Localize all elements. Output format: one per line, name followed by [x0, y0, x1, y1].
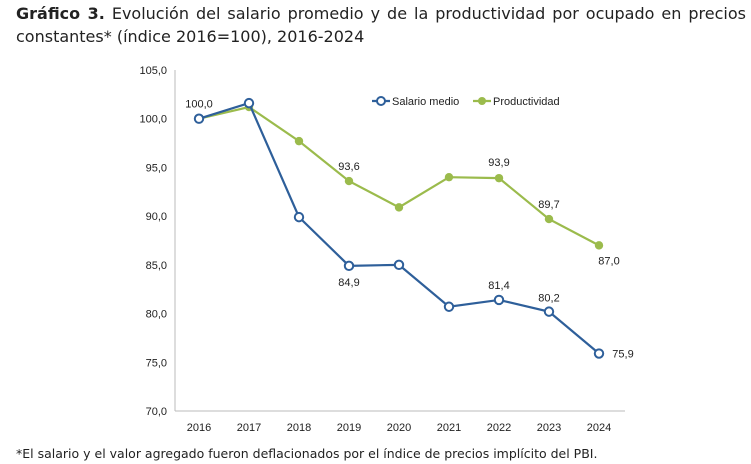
data-point — [444, 172, 454, 182]
data-point — [193, 113, 205, 124]
data-point — [293, 211, 305, 223]
x-tick-label: 2022 — [487, 422, 511, 434]
y-tick-label: 85,0 — [146, 260, 167, 272]
legend-label: Salario medio — [392, 96, 459, 108]
y-tick-label: 80,0 — [146, 309, 167, 321]
footnote: *El salario y el valor agregado fueron d… — [16, 446, 598, 461]
x-tick-label: 2016 — [187, 422, 211, 434]
data-point — [394, 203, 404, 212]
data-point — [543, 306, 555, 317]
legend-marker — [376, 96, 386, 106]
y-tick-label: 90,0 — [146, 211, 167, 223]
data-point — [243, 97, 255, 109]
x-tick-label: 2017 — [237, 422, 261, 434]
x-tick-label: 2020 — [387, 422, 411, 434]
legend-label: Productividad — [493, 96, 560, 108]
legend-marker — [478, 97, 486, 105]
data-point — [443, 301, 455, 312]
x-tick-label: 2019 — [337, 422, 361, 434]
x-tick-label: 2024 — [587, 422, 611, 434]
data-point — [544, 214, 554, 224]
data-label: 81,4 — [488, 280, 509, 292]
y-tick-label: 70,0 — [146, 406, 167, 418]
title-text: Evolución del salario promedio y de la p… — [16, 4, 746, 46]
data-point — [493, 294, 505, 306]
data-label: 89,7 — [538, 199, 559, 211]
y-tick-label: 105,0 — [139, 65, 167, 77]
data-point — [294, 136, 304, 146]
data-point — [593, 348, 605, 359]
data-label: 100,0 — [185, 99, 213, 111]
data-point — [494, 173, 504, 183]
chart-title: Gráfico 3. Evolución del salario promedi… — [16, 2, 746, 48]
data-point — [344, 176, 354, 186]
x-tick-label: 2018 — [287, 422, 311, 434]
data-point — [393, 259, 405, 271]
x-tick-label: 2021 — [437, 422, 461, 434]
data-label: 93,9 — [488, 157, 509, 169]
data-label: 75,9 — [612, 349, 633, 361]
data-label: 80,2 — [538, 293, 559, 305]
data-label: 93,6 — [338, 161, 359, 173]
data-label: 84,9 — [338, 277, 359, 289]
data-label: 87,0 — [598, 255, 619, 267]
data-point — [343, 260, 355, 272]
series-line-0 — [198, 101, 600, 355]
y-tick-label: 75,0 — [146, 357, 167, 369]
y-tick-label: 95,0 — [146, 162, 167, 174]
y-tick-label: 100,0 — [139, 114, 167, 126]
x-tick-label: 2023 — [537, 422, 561, 434]
title-label: Gráfico 3. — [16, 4, 105, 23]
data-point — [594, 241, 604, 250]
